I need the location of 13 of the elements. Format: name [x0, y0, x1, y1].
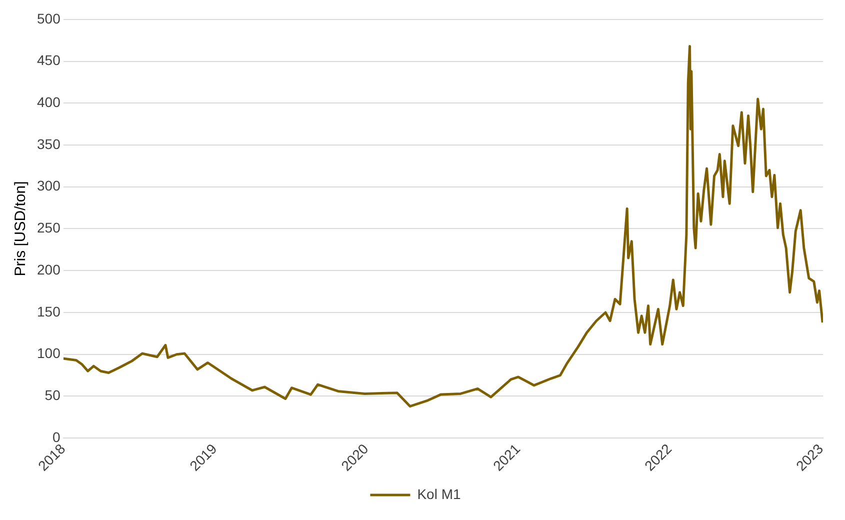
y-tick-label: 100	[37, 345, 61, 362]
y-tick-label: 150	[37, 303, 61, 320]
y-tick-label: 350	[37, 136, 61, 152]
y-tick-label: 250	[37, 220, 61, 236]
y-tick-label: 450	[37, 52, 61, 68]
y-tick-label: 400	[37, 94, 61, 110]
y-axis-title: Pris [USD/ton]	[12, 181, 30, 276]
y-tick-label: 0	[52, 428, 61, 445]
y-tick-label: 300	[37, 178, 61, 194]
y-tick-label: 200	[37, 261, 61, 278]
y-tick-label: 500	[37, 10, 61, 26]
legend-label: Kol M1	[417, 486, 461, 502]
y-tick-label: 50	[44, 387, 61, 404]
